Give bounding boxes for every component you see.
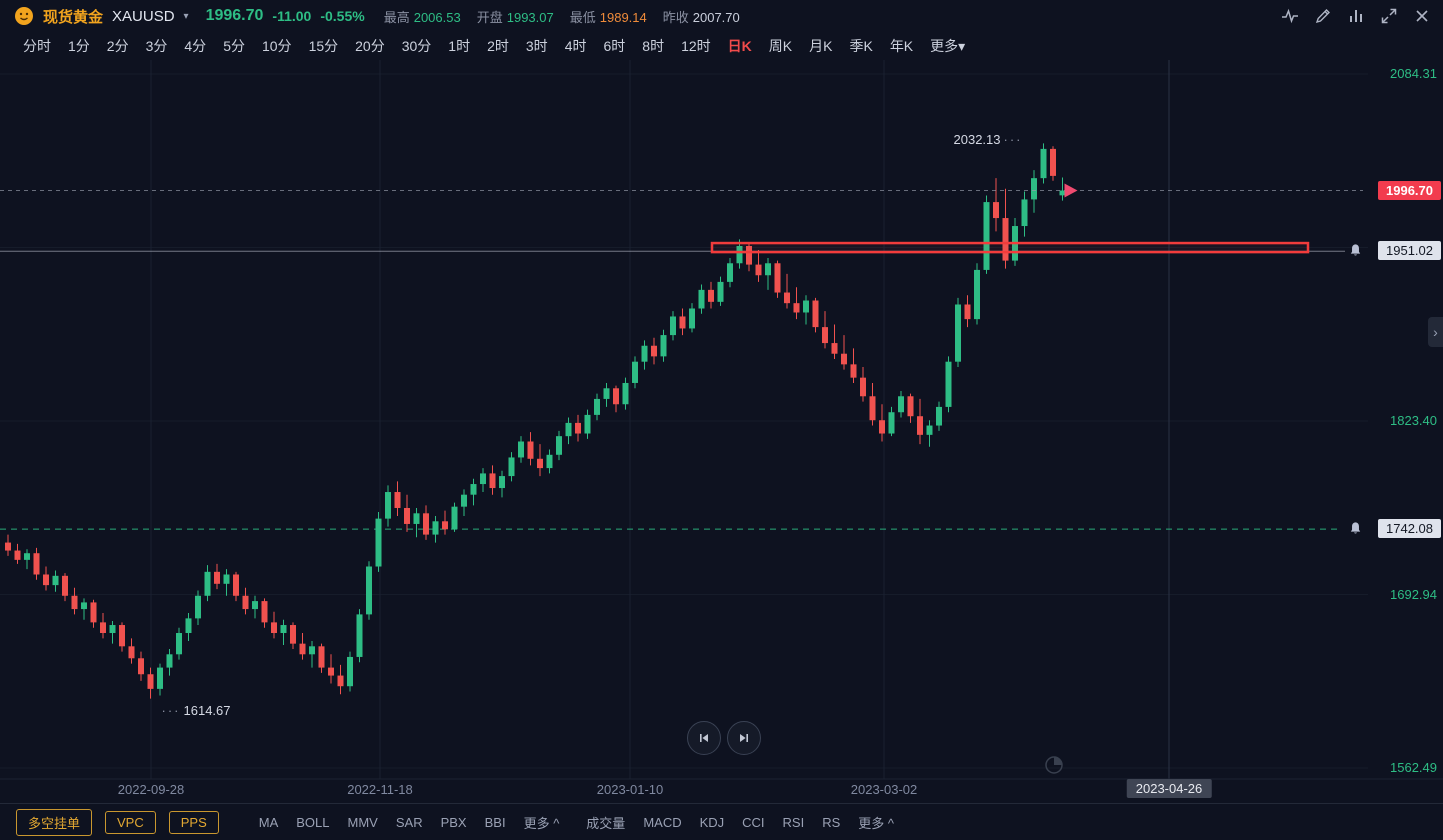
- date-axis-label: 2023-03-02: [850, 782, 918, 797]
- timeframe-5分[interactable]: 5分: [223, 38, 245, 54]
- indicator-SAR[interactable]: SAR: [395, 814, 423, 830]
- stat-high: 最高 2006.53: [383, 9, 461, 25]
- date-axis: 2022-09-28 2022-11-18 2023-01-10 2023-03-02…: [0, 779, 1443, 804]
- date-axis-label: 2022-09-28: [117, 782, 185, 797]
- timeframe-季K[interactable]: 季K: [849, 38, 873, 54]
- stat-low: 最低 1989.14: [569, 9, 647, 25]
- indicator-成交量[interactable]: 成交量: [586, 815, 626, 831]
- alert-price-badge[interactable]: 1951.02: [1378, 241, 1441, 261]
- symbol-logo-icon: [14, 6, 34, 26]
- timeframe-6时[interactable]: 6时: [603, 38, 626, 54]
- indicator-KDJ[interactable]: KDJ: [699, 814, 725, 830]
- alert-price-badge[interactable]: 1742.08: [1378, 519, 1441, 539]
- timeframe-周K[interactable]: 周K: [768, 38, 793, 54]
- indicator-RSI[interactable]: RSI: [782, 814, 805, 830]
- y-axis-label: 2084.31: [1390, 66, 1437, 81]
- alarm-bell-icon[interactable]: [1348, 521, 1363, 536]
- timeframe-月K[interactable]: 月K: [809, 38, 833, 54]
- timeframe-3时[interactable]: 3时: [525, 38, 548, 54]
- timeframe-分时[interactable]: 分时: [23, 38, 51, 54]
- indicator-MACD[interactable]: MACD: [643, 814, 682, 830]
- drawn-resistance-box[interactable]: [710, 241, 1310, 254]
- replay-skip-forward-button[interactable]: [727, 721, 761, 755]
- price-change-percent: -0.55%: [320, 8, 365, 24]
- symbol-code: XAUUSD: [112, 7, 175, 25]
- timeframe-日K[interactable]: 日K: [727, 38, 752, 54]
- date-axis-label: 2022-11-18: [347, 782, 413, 797]
- timeframe-1分[interactable]: 1分: [68, 38, 90, 54]
- timeframe-30分[interactable]: 30分: [401, 38, 432, 54]
- stat-open: 开盘 1993.07: [476, 9, 554, 25]
- watermark-icon: [1054, 757, 1062, 765]
- candles: [5, 143, 1066, 699]
- timeframe-4时[interactable]: 4时: [564, 38, 587, 54]
- indicator-MA[interactable]: MA: [258, 814, 279, 830]
- last-price-marker-icon: [1064, 183, 1078, 198]
- fullscreen-icon[interactable]: [1380, 7, 1398, 25]
- pulse-icon[interactable]: [1281, 7, 1299, 25]
- symbol-dropdown-caret-icon[interactable]: ▾: [183, 10, 189, 22]
- edit-icon[interactable]: [1314, 7, 1332, 25]
- vpc-button[interactable]: VPC: [105, 810, 156, 834]
- y-axis-label: 1823.40: [1390, 413, 1437, 428]
- pps-button[interactable]: PPS: [168, 810, 219, 834]
- close-icon[interactable]: [1413, 7, 1431, 25]
- date-axis-label: 2023-04-26: [1126, 779, 1212, 798]
- leader-dots: ···: [1003, 132, 1023, 148]
- long-short-orders-button[interactable]: 多空挂单: [16, 808, 93, 836]
- timeframe-3分[interactable]: 3分: [145, 38, 168, 54]
- indicator-PBX[interactable]: PBX: [440, 814, 467, 830]
- y-axis-label: 1562.49: [1390, 760, 1437, 776]
- low-price-annotation: ··· 1614.67: [161, 702, 231, 718]
- sub-indicator-list: 成交量 MACD KDJ CCI RSI RS: [577, 813, 849, 832]
- indicator-BOLL[interactable]: BOLL: [296, 814, 330, 830]
- indicator-RS[interactable]: RS: [822, 814, 841, 830]
- timeframe-10分[interactable]: 10分: [261, 38, 292, 54]
- timeframe-12时[interactable]: 12时: [681, 38, 711, 54]
- replay-skip-back-button[interactable]: [687, 721, 721, 755]
- alarm-bell-icon[interactable]: [1348, 243, 1363, 258]
- date-axis-label: 2023-01-10: [596, 782, 664, 797]
- overlay-indicators-more[interactable]: 更多 ^: [523, 815, 560, 831]
- side-panel-toggle[interactable]: ›: [1428, 317, 1443, 347]
- timeframe-年K[interactable]: 年K: [889, 38, 914, 54]
- last-price: 1996.70: [205, 7, 264, 24]
- daily-stats: 最高 2006.53 开盘 1993.07 最低 1989.14 昨收 2007.70: [384, 7, 740, 26]
- price-change: -11.00: [272, 8, 312, 24]
- timeframe-20分[interactable]: 20分: [355, 38, 385, 54]
- timeframe-4分[interactable]: 4分: [184, 38, 207, 54]
- sub-indicators-more[interactable]: 更多 ^: [858, 815, 894, 831]
- overlay-indicator-list: MA BOLL MMV SAR PBX BBI: [250, 815, 515, 830]
- timeframe-15分[interactable]: 15分: [308, 38, 339, 54]
- indicator-CCI[interactable]: CCI: [742, 814, 765, 830]
- timeframe-1时[interactable]: 1时: [448, 38, 471, 54]
- symbol-name[interactable]: 现货黄金: [43, 8, 104, 26]
- indicator-BBI[interactable]: BBI: [484, 814, 506, 830]
- high-price-annotation: 2032.13 ···: [953, 132, 1023, 148]
- timeframe-2分[interactable]: 2分: [106, 38, 129, 54]
- leader-dots: ···: [161, 702, 181, 718]
- indicator-MMV[interactable]: MMV: [347, 814, 378, 830]
- timeframe-bar: 分时 1分 2分 3分 4分 5分 10分 15分 20分 30分 1时 2时 3时 4时 6时 8时 12时日…: [0, 32, 1443, 60]
- timeframe-2时[interactable]: 2时: [487, 38, 509, 54]
- timeframe-8时[interactable]: 8时: [642, 38, 665, 54]
- columns-icon[interactable]: [1347, 7, 1365, 25]
- stat-prev-close: 昨收 2007.70: [662, 9, 740, 25]
- header-icon-group: [1281, 7, 1431, 25]
- bottom-toolbar: 多空挂单 VPC PPS MA BOLL MMV SAR PBX BBI 更多 ^ 成交量…: [0, 803, 1443, 840]
- header-bar: 现货黄金 XAUUSD ▾ 1996.70 -11.00 -0.55% 最高 20…: [0, 0, 1443, 32]
- current-price-badge: 1996.70: [1378, 180, 1441, 200]
- timeframe-更多▾[interactable]: 更多▾: [930, 38, 966, 54]
- y-axis-label: 1692.94: [1390, 586, 1437, 602]
